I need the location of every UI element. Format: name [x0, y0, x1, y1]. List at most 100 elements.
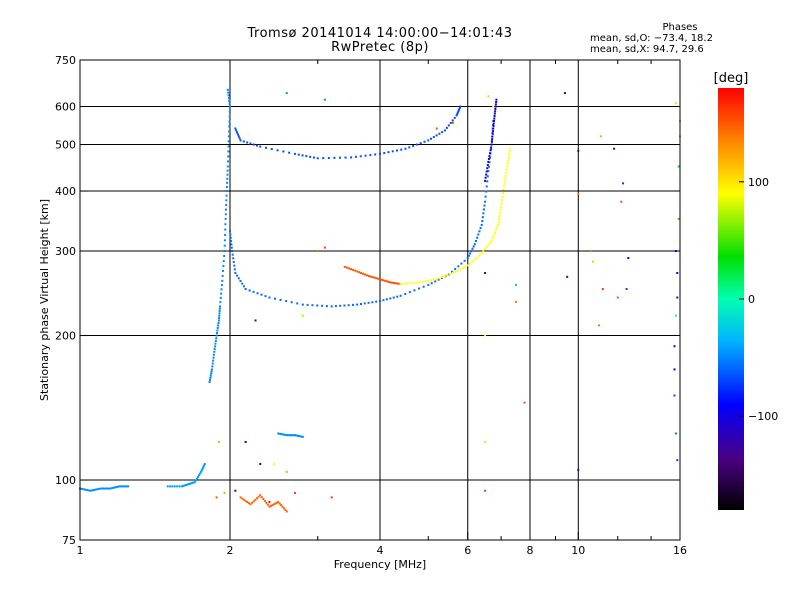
data-point [492, 234, 495, 237]
data-point [495, 98, 498, 101]
data-point [344, 156, 347, 159]
x-axis-label: Frequency [MHz] [334, 558, 426, 571]
data-point [622, 182, 625, 185]
data-point [451, 119, 454, 122]
y-tick-label: 400 [55, 185, 76, 198]
data-point [482, 250, 485, 253]
data-point [201, 466, 204, 469]
data-point [284, 508, 287, 511]
data-point [443, 129, 446, 132]
data-point [291, 434, 294, 437]
data-point [484, 176, 487, 179]
data-point [234, 271, 237, 274]
data-point [244, 499, 247, 502]
data-point [211, 362, 214, 365]
data-point [268, 296, 271, 299]
data-point [244, 288, 247, 291]
data-point [227, 160, 230, 163]
data-point [505, 168, 508, 171]
data-point [218, 317, 221, 320]
data-point [214, 339, 217, 342]
data-point [218, 312, 221, 315]
data-point [281, 505, 284, 508]
data-point [375, 300, 378, 303]
data-point [278, 432, 281, 435]
data-point [400, 148, 403, 151]
data-point [271, 504, 274, 507]
data-point [234, 489, 237, 492]
data-point [466, 264, 469, 267]
data-point [418, 281, 421, 284]
data-point [490, 146, 493, 149]
data-point [408, 146, 411, 149]
data-point [227, 94, 230, 97]
data-point [277, 432, 280, 435]
data-point [500, 206, 503, 209]
phase-stats-title: Phases [662, 22, 698, 33]
data-point [217, 321, 220, 324]
data-point [482, 212, 485, 215]
data-point [239, 279, 242, 282]
data-point [334, 305, 337, 308]
data-point [424, 280, 427, 283]
data-point [270, 148, 273, 151]
data-point [224, 213, 227, 216]
data-point [264, 295, 267, 298]
data-point [186, 483, 189, 486]
data-point [435, 134, 438, 137]
data-point [226, 177, 229, 180]
colorbar-tick-label: −100 [748, 410, 778, 423]
data-point [198, 474, 201, 477]
data-point [503, 181, 506, 184]
phase-stats-o-mode: mean, sd,O: −73.4, 18.2 [590, 33, 713, 44]
data-point [248, 289, 251, 292]
data-point [379, 278, 381, 281]
data-point [239, 496, 242, 499]
data-point [226, 169, 229, 172]
data-point [484, 334, 487, 337]
data-point [502, 192, 505, 195]
data-point [350, 268, 353, 271]
data-point [482, 208, 485, 211]
data-point [305, 155, 308, 158]
data-point [676, 459, 679, 462]
data-point [483, 204, 486, 207]
data-point [299, 435, 302, 438]
data-point [481, 216, 484, 219]
data-point [227, 140, 230, 143]
data-point [396, 295, 399, 298]
data-point [421, 280, 424, 283]
data-point [359, 303, 362, 306]
data-point [492, 124, 495, 127]
data-point [385, 298, 388, 301]
data-point [323, 246, 326, 249]
data-point [487, 170, 490, 173]
data-point [169, 485, 172, 488]
data-point [288, 151, 291, 154]
data-point [379, 152, 381, 155]
data-point [456, 111, 459, 114]
data-point [208, 378, 211, 381]
data-point [427, 139, 430, 142]
data-point [218, 307, 221, 310]
data-point [577, 149, 580, 152]
data-point [674, 314, 677, 317]
y-axis-label: Stationary phase Virtual Height [km] [38, 199, 51, 401]
data-point [257, 495, 260, 498]
data-point [84, 488, 87, 491]
data-point [347, 267, 350, 270]
data-point [300, 435, 303, 438]
data-point [455, 114, 458, 117]
data-point [256, 292, 259, 295]
data-point [306, 303, 309, 306]
data-point [285, 92, 288, 95]
data-point [224, 217, 227, 220]
data-point [451, 270, 454, 273]
data-point [259, 145, 262, 148]
data-point [674, 432, 677, 435]
data-point [523, 401, 526, 404]
data-point [486, 164, 489, 167]
data-point [218, 314, 221, 317]
data-point [244, 441, 247, 444]
data-point [419, 142, 422, 145]
